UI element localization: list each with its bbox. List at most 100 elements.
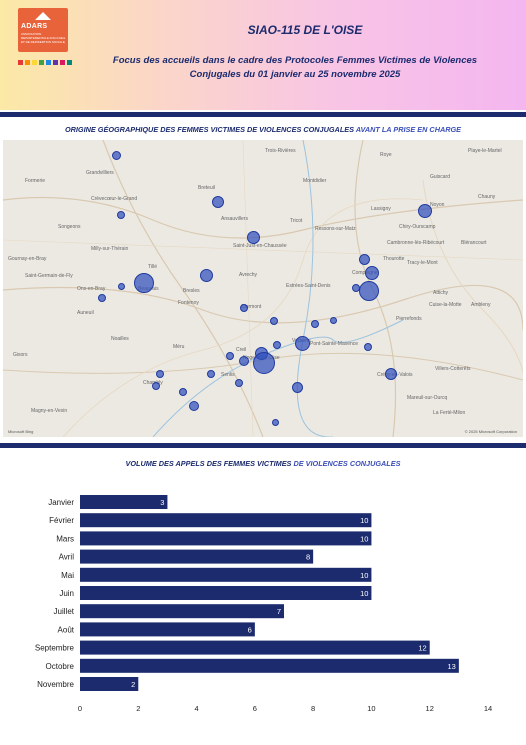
map-town-label: Saint-Germain-de-Fly [25,273,73,279]
map-town-label: Tracy-le-Mont [407,260,438,266]
map-town-label: Lassigny [371,206,391,212]
data-label: 12 [418,644,426,653]
map-bubble[interactable] [207,370,215,378]
map-bubble[interactable] [291,381,303,393]
map-town-label: Pierrefonds [396,316,422,322]
map-bubble[interactable] [294,335,310,351]
map-town-label: Magny-en-Vexin [31,408,68,414]
map-bubble[interactable] [179,388,187,396]
category-label: Septembre [35,644,75,653]
map-bubble[interactable] [199,268,213,282]
bar [80,677,139,691]
map-town-label: Ressons-sur-Matz [315,226,356,232]
map-title-highlight: AVANT LA PRISE EN CHARGE [354,125,462,134]
map-bubble[interactable] [311,320,319,328]
divider [0,112,526,117]
bar [80,531,372,546]
data-label: 13 [448,662,456,671]
bar [80,513,372,528]
category-label: Novembre [37,680,74,689]
map-bubble[interactable] [98,294,106,302]
map-bubble[interactable] [111,150,121,160]
map-town-label: Grandvilliers [86,170,114,176]
logo-color-squares [18,60,72,65]
map-town-label: Attichy [433,290,449,296]
map-town-label: Breteuil [198,185,215,191]
bar [80,622,255,637]
map-bubble[interactable] [359,281,379,301]
map-bubble[interactable] [235,379,243,387]
map-credit: © 2025 Microsoft Corporation [464,429,517,434]
map-bubble[interactable] [352,284,360,292]
page-title: SIAO-115 DE L'OISE [247,23,363,37]
x-tick-label: 2 [136,704,140,713]
map-town-label: Noyon [430,202,445,208]
map-bubble[interactable] [240,304,248,312]
map-town-label: Chiry-Ourscamp [399,224,436,230]
map-town-label: Cuise-la-Motte [429,302,462,308]
map-bubble[interactable] [273,341,281,349]
map-town-label: Blérancourt [461,240,487,246]
map-bubble[interactable] [189,401,199,411]
x-tick-label: 6 [253,704,257,713]
category-label: Mai [61,571,74,580]
map-town-label: Cambronne-lès-Ribécourt [387,240,445,246]
divider [0,443,526,448]
subtitle-line-1: Focus des accueils dans le cadre des Pro… [112,55,478,66]
map-bubble[interactable] [271,418,279,426]
map[interactable]: Microsoft Bing © 2025 Microsoft Corporat… [3,140,523,437]
x-tick-label: 10 [367,704,375,713]
logo-color-square [32,60,37,65]
map-town-label: Auneuil [77,310,94,316]
map-bubble[interactable] [246,230,260,244]
map-title-main: ORIGINE GÉOGRAPHIQUE DES FEMMES VICTIMES… [64,125,355,134]
map-bubble[interactable] [212,196,224,208]
chart-title-highlight: DE VIOLENCES CONJUGALES [291,459,401,468]
category-label: Juillet [54,607,75,616]
map-bubble[interactable] [329,316,337,324]
map-town-label: Ansauvillers [221,216,248,222]
bar [80,495,168,509]
page-header: ADARS ASSOCIATION DEPARTEMENTALE D'ACCUE… [0,0,526,110]
map-bubble[interactable] [365,266,379,280]
map-bubble[interactable] [226,352,234,360]
map-town-label: Playe-le-Martel [468,148,502,154]
map-bubble[interactable] [253,352,275,374]
map-bubble[interactable] [364,343,372,351]
logo-color-square [46,60,51,65]
data-label: 10 [360,589,368,598]
map-town-label: Songeons [58,224,81,230]
map-bubble[interactable] [270,317,278,325]
map-town-label: Senlis [221,372,235,378]
map-bubble[interactable] [358,253,370,265]
map-town-label: Ons-en-Bray [77,286,106,292]
map-bubble[interactable] [152,382,160,390]
map-town-label: Chauny [478,194,496,200]
x-tick-label: 8 [311,704,315,713]
map-town-label: Thourotte [383,256,405,262]
map-town-label: La Ferté-Milon [433,410,466,416]
map-bubble[interactable] [385,368,397,380]
map-town-label: Guiscard [430,174,451,180]
chart-title: VOLUME DES APPELS DES FEMMES VICTIMES DE… [0,459,526,468]
logo-color-square [39,60,44,65]
map-bubble[interactable] [156,370,164,378]
map-bubble[interactable] [134,273,154,293]
logo-name: ADARS [21,23,48,30]
category-label: Août [58,625,75,634]
map-town-label: Tricot [290,218,303,224]
category-label: Janvier [48,498,74,507]
x-tick-label: 0 [78,704,82,713]
map-town-label: Trois-Rivières [265,148,296,154]
map-bubble[interactable] [418,204,432,218]
category-label: Mars [56,534,74,543]
chart-title-main: VOLUME DES APPELS DES FEMMES VICTIMES [125,459,292,468]
map-bubble[interactable] [239,356,249,366]
data-label: 3 [160,498,164,507]
map-bubble[interactable] [117,211,125,219]
map-town-label: Ambleny [471,302,491,308]
logo-color-square [18,60,23,65]
map-bubble[interactable] [117,282,125,290]
map-town-label: Noailles [111,336,129,342]
adars-logo: ADARS ASSOCIATION DEPARTEMENTALE D'ACCUE… [18,8,68,52]
